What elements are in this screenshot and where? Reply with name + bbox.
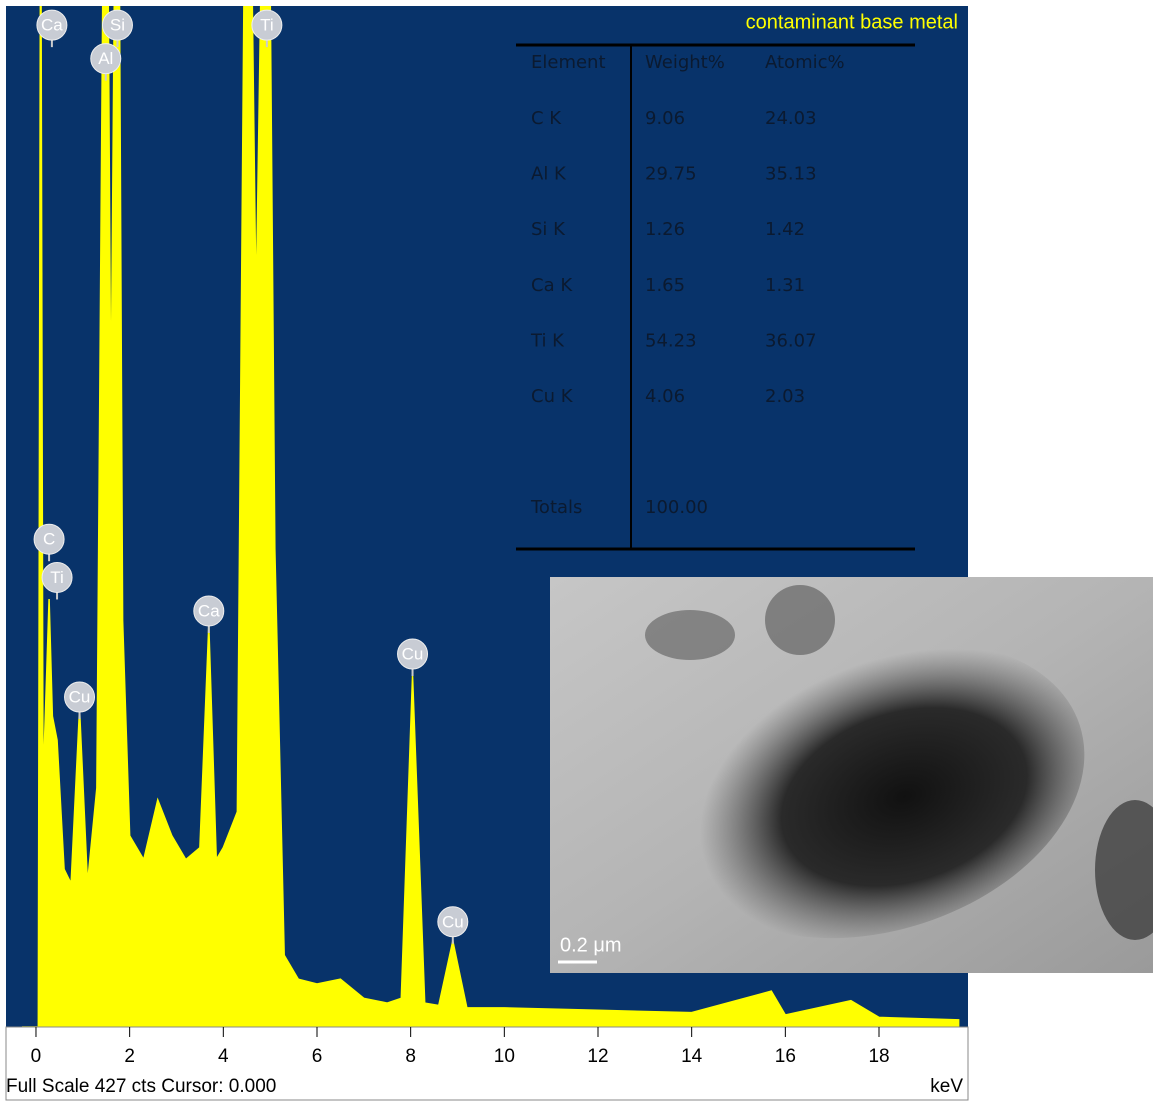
x-tick-label: 14 <box>681 1046 703 1067</box>
table-cell: Al K <box>531 164 567 185</box>
x-tick-label: 6 <box>312 1046 323 1067</box>
table-cell: 29.75 <box>645 164 697 185</box>
table-cell: Cu K <box>531 386 574 407</box>
table-header: Weight% <box>645 52 725 73</box>
peak-bubble <box>64 681 96 713</box>
peak-label: Ca <box>198 601 220 620</box>
plot-area: Ca C Ti Cu Si Al Ti Ca Cu Cu <box>21 6 960 1027</box>
table-header: Element <box>531 52 606 73</box>
table-cell: 35.13 <box>765 164 817 185</box>
peak-label: Ti <box>260 16 274 35</box>
x-tick-label: 18 <box>868 1046 889 1067</box>
peak-bubble <box>41 561 73 593</box>
spectrum <box>21 6 960 1027</box>
table-cell: Ca K <box>531 275 573 296</box>
table-cell: 54.23 <box>645 330 697 351</box>
x-tick-label: 12 <box>587 1046 608 1067</box>
table-cell: 4.06 <box>645 386 685 407</box>
peak-bubble <box>90 43 122 75</box>
table-cell: Si K <box>531 219 566 240</box>
image-feature <box>1095 800 1153 940</box>
peak-bubble <box>36 9 68 41</box>
image-feature <box>645 610 735 660</box>
table-total: Totals <box>530 497 582 518</box>
table-cell: 1.65 <box>645 275 685 296</box>
peak-label: C <box>43 530 55 549</box>
x-tick-label: 0 <box>31 1046 42 1067</box>
micrograph: 0.2 μm <box>550 577 1153 973</box>
x-tick-label: 4 <box>218 1046 229 1067</box>
table-cell: 1.42 <box>765 219 805 240</box>
peak-bubble <box>33 523 65 555</box>
table-cell: 1.26 <box>645 219 685 240</box>
footer: Full Scale 427 cts Cursor: 0.000 <box>6 1076 276 1097</box>
x-tick-label: 10 <box>494 1046 515 1067</box>
table-cell: Ti K <box>530 330 565 351</box>
particle <box>675 641 1085 939</box>
peak-label: Cu <box>69 688 91 707</box>
table-cell: 1.31 <box>765 275 805 296</box>
axis-panel <box>5 1026 969 1101</box>
peak-label: Al <box>98 49 113 68</box>
image-feature <box>765 585 835 655</box>
peak-bubble <box>101 9 133 41</box>
x-tick-label: 2 <box>124 1046 135 1067</box>
scale-label: 0.2 μm <box>560 934 622 956</box>
peak-bubble <box>437 906 469 938</box>
peak-label: Cu <box>442 912 464 931</box>
table-cell: 36.07 <box>765 330 817 351</box>
table-cell: 24.03 <box>765 108 817 129</box>
table-cell: 9.06 <box>645 108 685 129</box>
table-cell: 2.03 <box>765 386 805 407</box>
peak-label: Si <box>110 16 125 35</box>
peak-bubble <box>251 9 283 41</box>
table-cell: C K <box>531 108 562 129</box>
peak-label: Cu <box>402 644 424 663</box>
x-unit: keV <box>930 1076 963 1097</box>
table: Element Weight% Atomic% C K 9.06 24.03 Al K 29.… <box>530 52 845 518</box>
peak-label: Ti <box>50 568 64 587</box>
x-tick-label: 16 <box>775 1046 796 1067</box>
table-header: Atomic% <box>765 52 845 73</box>
peak-bubble <box>397 638 429 670</box>
peak-label: Ca <box>41 16 63 35</box>
table-total: 100.00 <box>645 497 708 518</box>
peak-bubble <box>193 595 225 627</box>
x-tick-label: 8 <box>405 1046 416 1067</box>
chart-title: contaminant base metal <box>746 11 958 33</box>
